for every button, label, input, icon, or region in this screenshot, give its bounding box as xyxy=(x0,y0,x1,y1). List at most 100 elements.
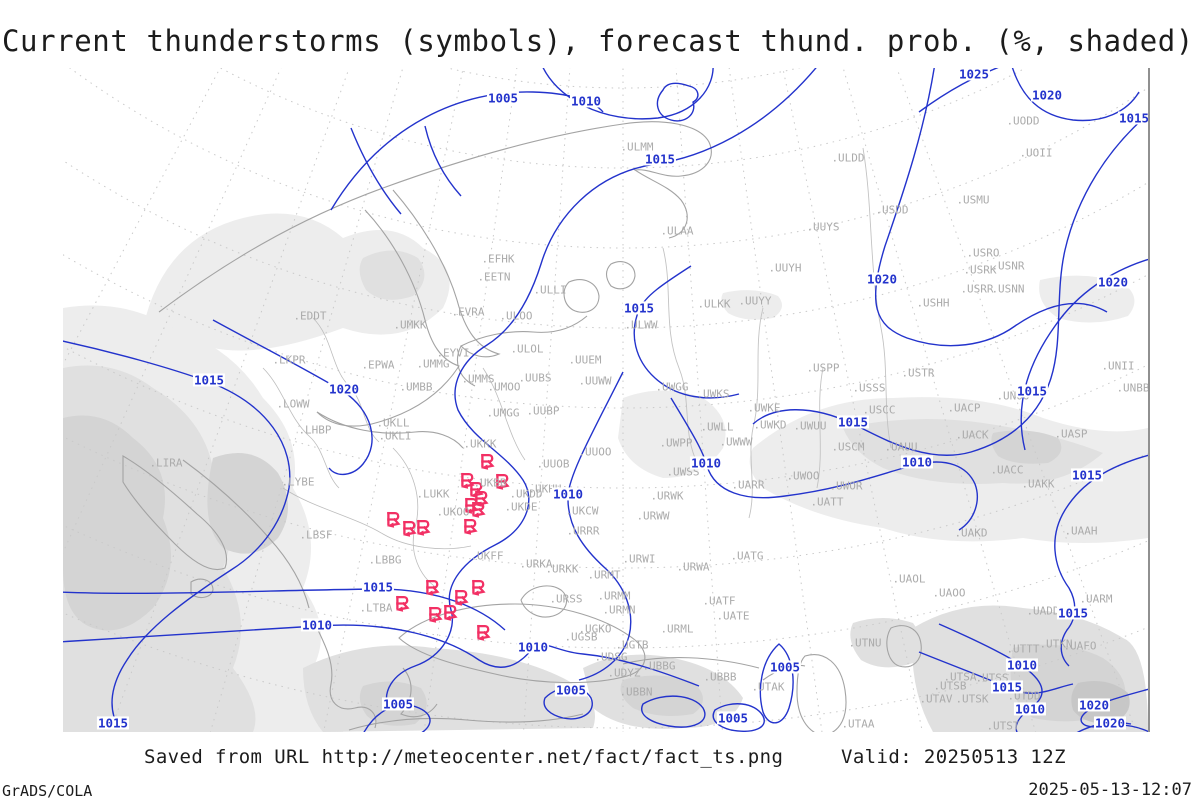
station-label: .UMKK xyxy=(393,318,427,332)
station-label: .UTSS xyxy=(975,671,1009,685)
station-label: .UTDD xyxy=(1007,689,1041,703)
station-label: .UKBB xyxy=(473,476,507,490)
valid-time-text: Valid: 20250513 12Z xyxy=(841,746,1066,768)
station-label: .USMU xyxy=(956,193,990,207)
isobar-value-label: 1010 xyxy=(300,617,334,633)
station-label: .UKCW xyxy=(565,504,599,518)
station-label: .LHBP xyxy=(298,423,332,437)
station-label: .UKDD xyxy=(509,487,543,501)
station-label: .UTAK xyxy=(751,680,785,694)
isobar-value-label: 1025 xyxy=(957,68,991,82)
station-label: .UWWW xyxy=(719,435,753,449)
station-label: .UTAA xyxy=(841,717,875,731)
isobar-value-label: 1010 xyxy=(1013,701,1047,717)
station-label: .USCM xyxy=(831,440,865,454)
station-label: .UACP xyxy=(947,401,981,415)
station-label: .URWK xyxy=(650,489,684,503)
station-label: .UATE xyxy=(716,609,750,623)
isobar-value-label: 1010 xyxy=(516,639,550,655)
station-label: .UWKD xyxy=(753,418,787,432)
station-label: .USNR xyxy=(991,259,1025,273)
station-label: .USHH xyxy=(916,296,950,310)
station-label: .UWGG xyxy=(655,380,689,394)
station-label: .UARR xyxy=(731,478,765,492)
map-label-layer: .ULMM .ULAA .EFHK .EETN .ULLI .EVRA .ULOO .ULWW… xyxy=(63,68,1148,732)
station-label: .UDYZ xyxy=(607,666,641,680)
station-label: .UKLL xyxy=(376,416,410,430)
isobar-value-label: 1010 xyxy=(900,454,934,470)
station-label: .UTSK xyxy=(955,692,989,706)
isobar-value-label: 1015 xyxy=(990,679,1024,695)
station-label: .UODD xyxy=(1006,114,1040,128)
station-label: .UGSB xyxy=(564,630,598,644)
station-label: .UWSS xyxy=(666,465,700,479)
station-label: .URML xyxy=(660,622,694,636)
isobar-value-label: 1010 xyxy=(569,93,603,109)
station-label: .USTR xyxy=(901,366,935,380)
isobar-value-label: 1005 xyxy=(554,682,588,698)
station-label: .UUYS xyxy=(806,220,840,234)
station-label: .UKDE xyxy=(504,500,538,514)
station-label: .UUWW xyxy=(578,374,612,388)
station-label: .UTKN xyxy=(1039,637,1073,651)
isobar-value-label: 1015 xyxy=(1015,383,1049,399)
station-label: .EDDT xyxy=(293,309,327,323)
station-label: .UASP xyxy=(1054,427,1088,441)
isobar-value-label: 1005 xyxy=(486,90,520,106)
station-label: .EFHK xyxy=(481,252,515,266)
station-label: .ULAA xyxy=(660,224,694,238)
isobar-value-label: 1015 xyxy=(192,372,226,388)
station-label: .UMBB xyxy=(399,380,433,394)
station-label: .UMOO xyxy=(487,380,521,394)
isobar-value-label: 1020 xyxy=(1096,274,1130,290)
station-label: .LUKK xyxy=(416,487,450,501)
station-label: .UACC xyxy=(990,463,1024,477)
station-label: .UOII xyxy=(1019,146,1053,160)
isobar-value-label: 1005 xyxy=(381,696,415,712)
station-label: .UACK xyxy=(955,428,989,442)
station-label: .URSS xyxy=(549,592,583,606)
station-label: .UKFF xyxy=(470,549,504,563)
station-label: .UUYH xyxy=(768,261,802,275)
station-label: .UWOO xyxy=(786,469,820,483)
station-label: .UDSG xyxy=(594,650,628,664)
station-label: .URMT xyxy=(587,568,621,582)
station-label: .LOWW xyxy=(276,397,310,411)
station-label: .LBBG xyxy=(368,553,402,567)
station-label: .USRK xyxy=(963,263,997,277)
station-label: .URWA xyxy=(676,560,710,574)
station-label: .ULLI xyxy=(533,283,567,297)
station-label: .ULOL xyxy=(510,342,544,356)
station-label: .URWW xyxy=(636,509,670,523)
station-label: .UWKS xyxy=(696,387,730,401)
isobar-value-label: 1015 xyxy=(1070,467,1104,483)
station-label: .URKK xyxy=(545,562,579,576)
station-label: .UKHH xyxy=(528,482,562,496)
station-label: .URRR xyxy=(566,524,600,538)
station-label: .UMMS xyxy=(461,372,495,386)
station-label: .UUOB xyxy=(536,457,570,471)
station-label: .UUBS xyxy=(518,371,552,385)
station-label: .URMN xyxy=(602,603,636,617)
station-label: .UUYY xyxy=(738,294,772,308)
station-label: .UATF xyxy=(702,594,736,608)
station-label: .UUBP xyxy=(526,404,560,418)
isobar-value-label: 1015 xyxy=(1117,110,1150,126)
station-label: .UAOO xyxy=(932,586,966,600)
isobar-value-label: 1020 xyxy=(865,271,899,287)
station-label: .LBSF xyxy=(299,528,333,542)
station-label: .UMMG xyxy=(416,357,450,371)
station-label: .UWOR xyxy=(829,479,863,493)
isobar-value-label: 1020 xyxy=(327,381,361,397)
isobar-value-label: 1010 xyxy=(689,455,723,471)
station-label: .UKKK xyxy=(463,437,497,451)
station-label: .UWUU xyxy=(793,419,827,433)
generation-datetime-text: 2025-05-13-12:07 xyxy=(1028,780,1192,800)
station-label: .UTST xyxy=(986,719,1020,732)
isobar-value-label: 1010 xyxy=(1005,657,1039,673)
isobar-value-label: 1015 xyxy=(836,414,870,430)
isobar-value-label: 1010 xyxy=(551,486,585,502)
station-label: .UBBG xyxy=(642,659,676,673)
station-label: .USNN xyxy=(991,282,1025,296)
station-label: .UATG xyxy=(730,549,764,563)
